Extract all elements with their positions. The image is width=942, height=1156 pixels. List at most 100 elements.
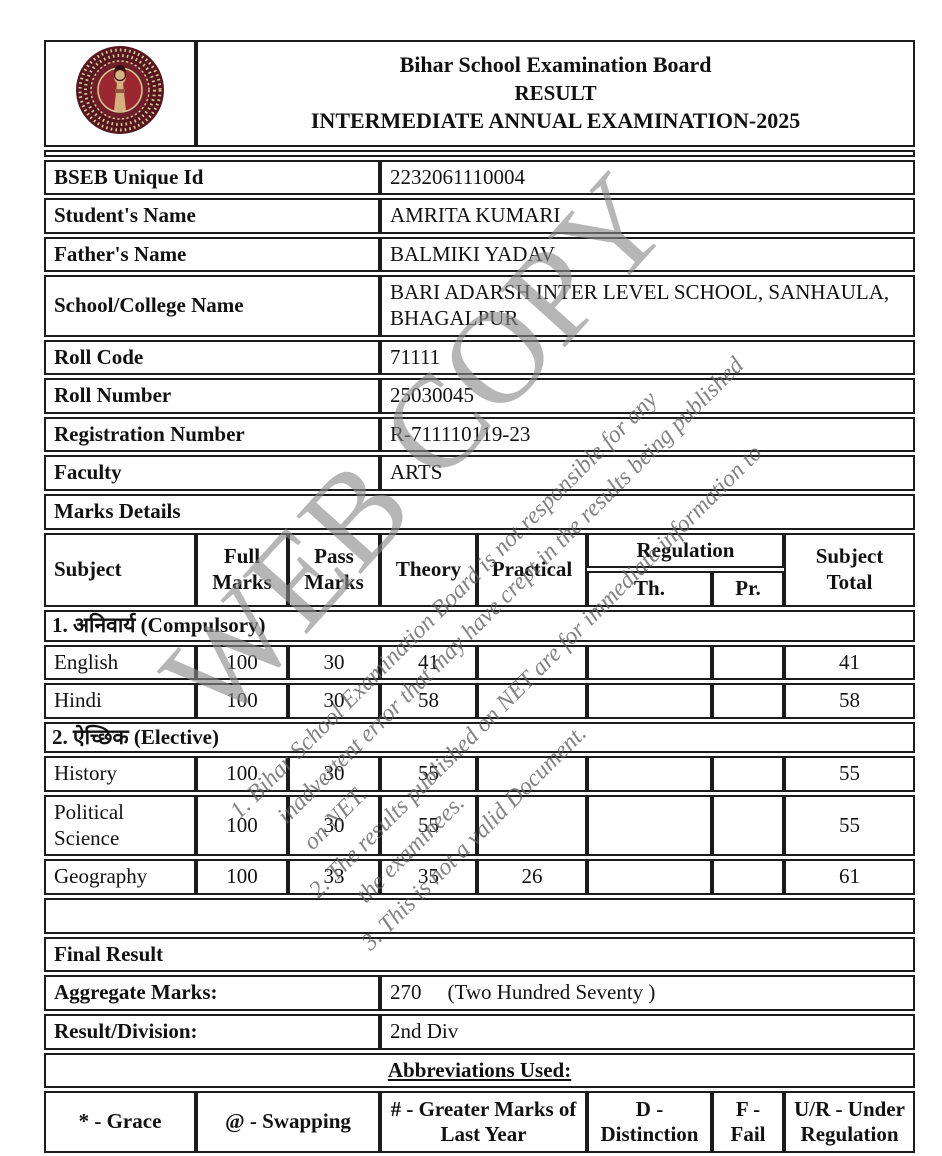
section-compulsory-label: 1. अनिवार्य (Compulsory) bbox=[44, 609, 916, 642]
col-reg-th-header: Th. bbox=[587, 571, 712, 607]
logo-cell bbox=[44, 40, 196, 147]
reg-pr-cell bbox=[712, 859, 784, 895]
abbreviations-title: Abbreviations Used: bbox=[44, 1052, 916, 1089]
reg-pr-cell bbox=[712, 644, 784, 681]
subject-total-cell: 55 bbox=[784, 756, 916, 792]
spacer-cell bbox=[44, 149, 916, 157]
detail-value: AMRITA KUMARI bbox=[380, 198, 916, 234]
col-subject-total-header: Subject Total bbox=[784, 532, 916, 607]
detail-value: 71111 bbox=[380, 339, 916, 376]
subject-cell: History bbox=[44, 756, 196, 792]
reg-pr-cell bbox=[712, 756, 784, 792]
section-compulsory-row: 1. अनिवार्य (Compulsory) bbox=[44, 609, 916, 642]
pass-marks-cell: 33 bbox=[288, 859, 380, 895]
theory-cell: 35 bbox=[380, 859, 477, 895]
abbr-distinction: D - Distinction bbox=[587, 1091, 712, 1154]
aggregate-marks-row: Aggregate Marks: 270 (Two Hundred Seventy… bbox=[44, 975, 916, 1012]
result-division-value: 2nd Div bbox=[380, 1014, 916, 1050]
marks-row-hindi: Hindi 100 30 58 58 bbox=[44, 683, 916, 719]
header-row: Bihar School Examination Board RESULT IN… bbox=[44, 40, 916, 147]
marks-row-political-science: Political Science 100 30 55 55 bbox=[44, 794, 916, 857]
subject-cell: Hindi bbox=[44, 683, 196, 719]
practical-cell bbox=[477, 644, 587, 681]
theory-cell: 55 bbox=[380, 756, 477, 792]
pass-marks-cell: 30 bbox=[288, 683, 380, 719]
detail-label: Student's Name bbox=[44, 198, 380, 234]
spacer-row bbox=[44, 149, 916, 157]
blank-row bbox=[44, 897, 916, 934]
detail-row-roll-number: Roll Number 25030045 bbox=[44, 378, 916, 414]
abbreviations-row: * - Grace @ - Swapping # - Greater Marks… bbox=[44, 1091, 916, 1154]
full-marks-cell: 100 bbox=[196, 794, 288, 857]
subject-cell: Political Science bbox=[44, 794, 196, 857]
reg-th-cell bbox=[587, 683, 712, 719]
section-elective-row: 2. ऐच्छिक (Elective) bbox=[44, 721, 916, 754]
col-subject-header: Subject bbox=[44, 532, 196, 607]
marks-subheader-row: Th. Pr. bbox=[44, 571, 915, 607]
abbr-greater-marks: # - Greater Marks of Last Year bbox=[380, 1091, 587, 1154]
detail-value: 2232061110004 bbox=[380, 159, 916, 196]
detail-label: Roll Code bbox=[44, 339, 380, 376]
reg-th-cell bbox=[587, 756, 712, 792]
practical-cell bbox=[477, 756, 587, 792]
col-practical-header: Practical bbox=[477, 532, 587, 607]
pass-marks-cell: 30 bbox=[288, 794, 380, 857]
final-result-label: Final Result bbox=[44, 936, 916, 973]
theory-cell: 55 bbox=[380, 794, 477, 857]
full-marks-cell: 100 bbox=[196, 859, 288, 895]
detail-value: BARI ADARSH INTER LEVEL SCHOOL, SANHAULA… bbox=[380, 275, 916, 337]
col-theory-header: Theory bbox=[380, 532, 477, 607]
marks-details-row: Marks Details bbox=[44, 494, 916, 530]
theory-cell: 41 bbox=[380, 644, 477, 681]
abbr-under-regulation: U/R - Under Regulation bbox=[784, 1091, 916, 1154]
detail-row-school-name: School/College Name BARI ADARSH INTER LE… bbox=[44, 275, 916, 337]
abbr-swapping: @ - Swapping bbox=[196, 1091, 380, 1154]
detail-value: BALMIKI YADAV bbox=[380, 236, 916, 273]
marks-header-row: Subject Full Marks Pass Marks Theory Pra… bbox=[44, 532, 916, 607]
abbr-grace: * - Grace bbox=[44, 1091, 196, 1154]
result-table: Bihar School Examination Board RESULT IN… bbox=[44, 37, 916, 1156]
subject-cell: English bbox=[44, 644, 196, 681]
reg-th-cell bbox=[587, 859, 712, 895]
full-marks-cell: 100 bbox=[196, 683, 288, 719]
reg-pr-cell bbox=[712, 794, 784, 857]
aggregate-words: (Two Hundred Seventy ) bbox=[447, 980, 656, 1005]
detail-row-registration-number: Registration Number R-711110119-23 bbox=[44, 416, 916, 453]
col-reg-pr-header: Pr. bbox=[712, 571, 784, 607]
subject-cell: Geography bbox=[44, 859, 196, 895]
col-pass-marks-header: Pass Marks bbox=[288, 532, 380, 607]
marks-row-english: English 100 30 41 41 bbox=[44, 644, 916, 681]
section-elective-label: 2. ऐच्छिक (Elective) bbox=[44, 721, 916, 754]
practical-cell bbox=[477, 683, 587, 719]
practical-cell: 26 bbox=[477, 859, 587, 895]
aggregate-marks-value: 270 (Two Hundred Seventy ) bbox=[380, 975, 916, 1012]
result-sheet: Bihar School Examination Board RESULT IN… bbox=[44, 37, 916, 1156]
detail-value: ARTS bbox=[380, 455, 916, 492]
board-title: Bihar School Examination Board bbox=[399, 51, 712, 77]
detail-label: Faculty bbox=[44, 455, 380, 492]
theory-cell: 58 bbox=[380, 683, 477, 719]
subject-total-cell: 61 bbox=[784, 859, 916, 895]
detail-row-roll-code: Roll Code 71111 bbox=[44, 339, 916, 376]
result-division-label: Result/Division: bbox=[44, 1014, 380, 1050]
detail-label: Father's Name bbox=[44, 236, 380, 273]
col-regulation-header: Regulation bbox=[587, 532, 784, 569]
detail-row-father-name: Father's Name BALMIKI YADAV bbox=[44, 236, 916, 273]
detail-label: Registration Number bbox=[44, 416, 380, 453]
detail-row-student-name: Student's Name AMRITA KUMARI bbox=[44, 198, 916, 234]
detail-row-bseb-unique-id: BSEB Unique Id 2232061110004 bbox=[44, 159, 916, 196]
col-full-marks-header: Full Marks bbox=[196, 532, 288, 607]
marks-row-geography: Geography 100 33 35 26 61 bbox=[44, 859, 916, 895]
reg-th-cell bbox=[587, 794, 712, 857]
bseb-seal-icon bbox=[76, 46, 164, 134]
reg-pr-cell bbox=[712, 683, 784, 719]
practical-cell bbox=[477, 794, 587, 857]
full-marks-cell: 100 bbox=[196, 756, 288, 792]
exam-title: INTERMEDIATE ANNUAL EXAMINATION-2025 bbox=[310, 108, 801, 134]
bseb-seal-logo bbox=[74, 46, 166, 141]
subject-total-cell: 58 bbox=[784, 683, 916, 719]
detail-value: R-711110119-23 bbox=[380, 416, 916, 453]
reg-th-cell bbox=[587, 644, 712, 681]
subject-total-cell: 55 bbox=[784, 794, 916, 857]
